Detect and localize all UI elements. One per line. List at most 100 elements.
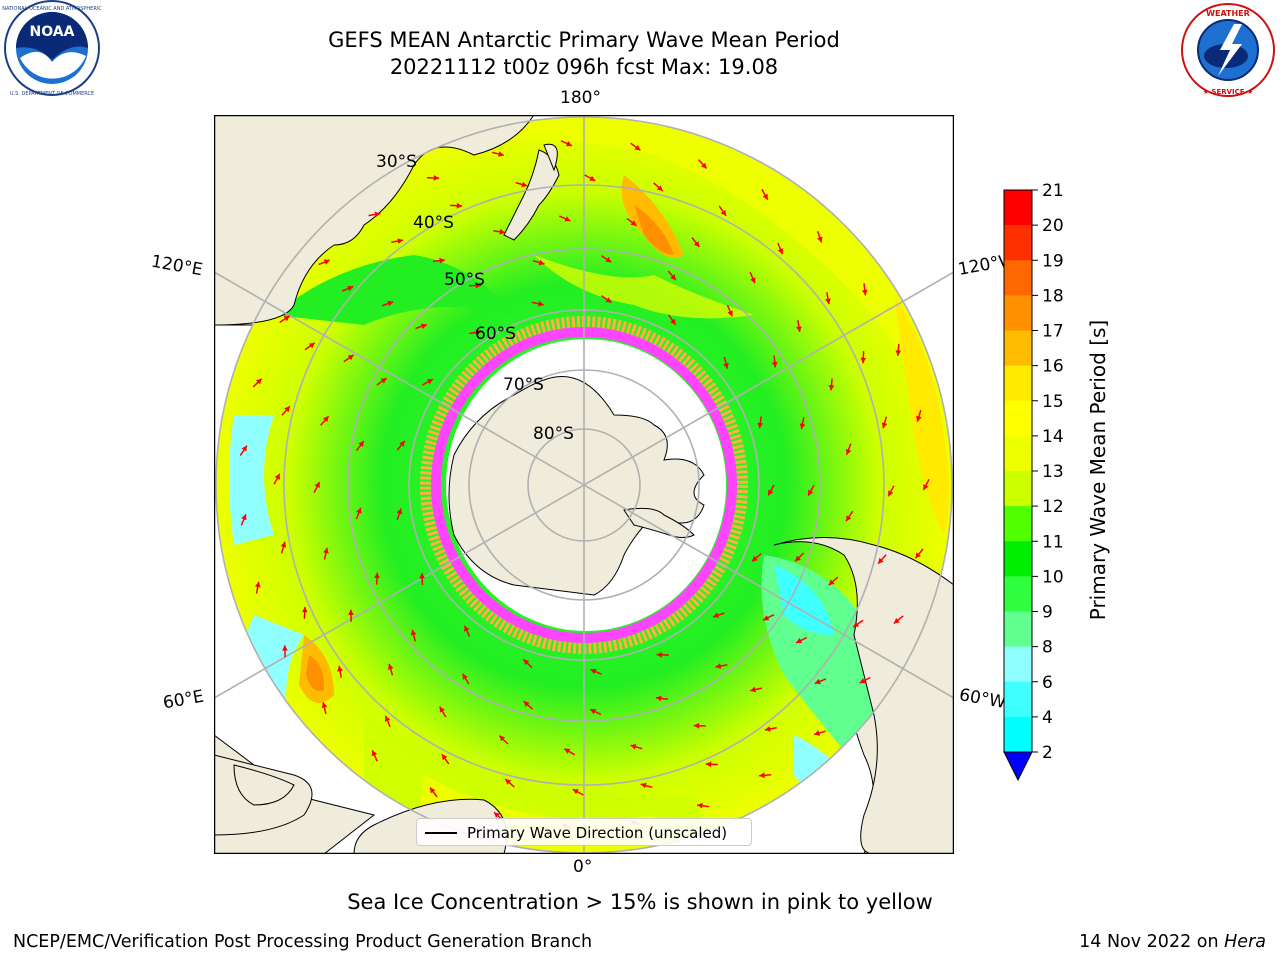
wave-arrow-head <box>853 621 860 628</box>
colorbar-band <box>1004 225 1032 261</box>
wave-arrow-head <box>771 362 778 368</box>
wave-arrow-head <box>462 673 468 680</box>
wave-arrow-head <box>860 357 867 364</box>
colorbar-tick-label: 15 <box>1042 392 1064 412</box>
wave-arrow-head <box>916 415 922 422</box>
wave-arrow-head <box>762 193 768 200</box>
graticule <box>214 115 954 854</box>
svg-text:★ SERVICE ★: ★ SERVICE ★ <box>1203 88 1254 96</box>
wave-arrow-head <box>274 473 280 480</box>
wave-arrow-head <box>441 754 448 761</box>
wave-arrow-head <box>505 779 512 785</box>
wave-arrow-head <box>656 185 663 191</box>
antarctica <box>448 376 705 596</box>
lat-label-50s: 50°S <box>444 270 485 290</box>
wave-arrow-head <box>915 552 921 559</box>
wave-arrow-head <box>795 555 801 562</box>
wave-arrow-head <box>387 300 394 307</box>
wave-arrow-head <box>380 378 387 384</box>
colorbar-band <box>1004 576 1032 612</box>
wave-arrow-head <box>347 285 354 292</box>
wave-arrow-head <box>828 579 835 586</box>
wave-arrow-head <box>861 289 868 296</box>
wave-arrow-head <box>538 259 545 266</box>
wave-arrow-head <box>590 709 597 715</box>
wave-arrow-head <box>697 802 703 809</box>
map-title: GEFS MEAN Antarctic Primary Wave Mean Pe… <box>328 28 840 52</box>
map-subtitle: 20221112 t00z 096h fcst Max: 19.08 <box>389 55 779 79</box>
wave-arrow-head <box>589 175 596 181</box>
wave-arrow-head <box>814 730 820 736</box>
wave-arrow-head <box>814 678 821 685</box>
colorbar-band <box>1004 716 1032 753</box>
wave-arrow-head <box>523 659 530 666</box>
wave-arrow-head <box>640 782 647 789</box>
wave-arrow-head <box>846 515 852 522</box>
colorbar-under-triangle <box>1003 751 1033 782</box>
wave-arrow-head <box>410 629 417 636</box>
colorbar-band <box>1004 541 1032 577</box>
colorbar-tick-label: 2 <box>1042 743 1053 763</box>
wave-arrow-head <box>605 256 612 263</box>
wave-arrow-head <box>387 663 394 670</box>
wave-arrow-head <box>893 617 900 624</box>
wave-arrow-head <box>564 216 571 222</box>
wave-arrow-head <box>799 423 806 430</box>
wave-arrow-head <box>693 722 700 729</box>
colorbar-tick-label: 13 <box>1042 462 1064 482</box>
wave-arrow-head <box>656 652 663 658</box>
wave-arrow-head <box>895 350 902 356</box>
footer-host: Hera <box>1224 932 1266 952</box>
wave-arrow-head <box>763 615 770 621</box>
wave-arrow-head <box>280 541 287 548</box>
wave-arrow-head <box>323 547 329 554</box>
wave-arrow-head <box>426 379 433 385</box>
colorbar-tick-label: 10 <box>1042 567 1064 587</box>
lon-label-upper-left: 120°E <box>149 251 205 281</box>
wave-arrow-head <box>241 514 247 521</box>
colorbar-band <box>1004 365 1032 402</box>
colorbar-tick-label: 6 <box>1042 673 1053 693</box>
wave-arrow-head <box>630 744 637 750</box>
wave-arrow-head <box>715 663 722 669</box>
wave-arrow-head <box>494 812 500 818</box>
wave-arrow-head <box>825 298 831 305</box>
colorbar-tick-label: 18 <box>1042 286 1064 306</box>
wave-arrow-head <box>701 162 707 169</box>
wave-arrow-head <box>923 484 929 491</box>
wave-arrow-head <box>419 573 425 579</box>
wave-arrow-head <box>757 422 764 429</box>
colorbar-tick-label: 19 <box>1042 251 1064 271</box>
lon-label-top: 180° <box>560 88 601 108</box>
colorbar-label: Primary Wave Mean Period [s] <box>1086 319 1110 621</box>
wave-arrow-head <box>421 323 427 329</box>
wave-arrow-head <box>523 701 530 707</box>
antarctic-peninsula <box>623 507 695 538</box>
wave-arrow-head <box>777 248 784 255</box>
wave-arrow-head <box>727 310 733 317</box>
wave-arrow-head <box>396 508 403 515</box>
wave-arrow-head <box>828 385 835 391</box>
wave-arrow-head <box>565 141 572 147</box>
lon-label-lower-left: 60°E <box>161 686 206 714</box>
wave-arrow-head <box>498 151 504 157</box>
noaa-logo: NOAA NATIONAL OCEANIC AND ATMOSPHERIC U.… <box>2 0 102 97</box>
wave-arrow-head <box>630 220 637 226</box>
wave-arrow-head <box>656 695 662 702</box>
colorbar-band <box>1004 400 1032 437</box>
colorbar-band <box>1004 295 1032 331</box>
polar-map <box>214 115 954 854</box>
colorbar-band <box>1004 190 1032 226</box>
wave-arrow-head <box>499 228 506 235</box>
wave-arrow-head <box>750 277 756 284</box>
wave-arrow-head <box>752 555 758 562</box>
svg-text:NOAA: NOAA <box>30 24 75 40</box>
wave-arrow-head <box>323 259 330 265</box>
lat-label-80s: 80°S <box>533 424 574 444</box>
wave-arrow-head <box>713 612 719 618</box>
lat-label-60s: 60°S <box>475 324 516 344</box>
wave-arrow-head <box>845 448 852 455</box>
colorbar-band <box>1004 506 1032 542</box>
map-legend: Primary Wave Direction (unscaled) <box>416 818 752 846</box>
colorbar-band <box>1004 681 1032 718</box>
